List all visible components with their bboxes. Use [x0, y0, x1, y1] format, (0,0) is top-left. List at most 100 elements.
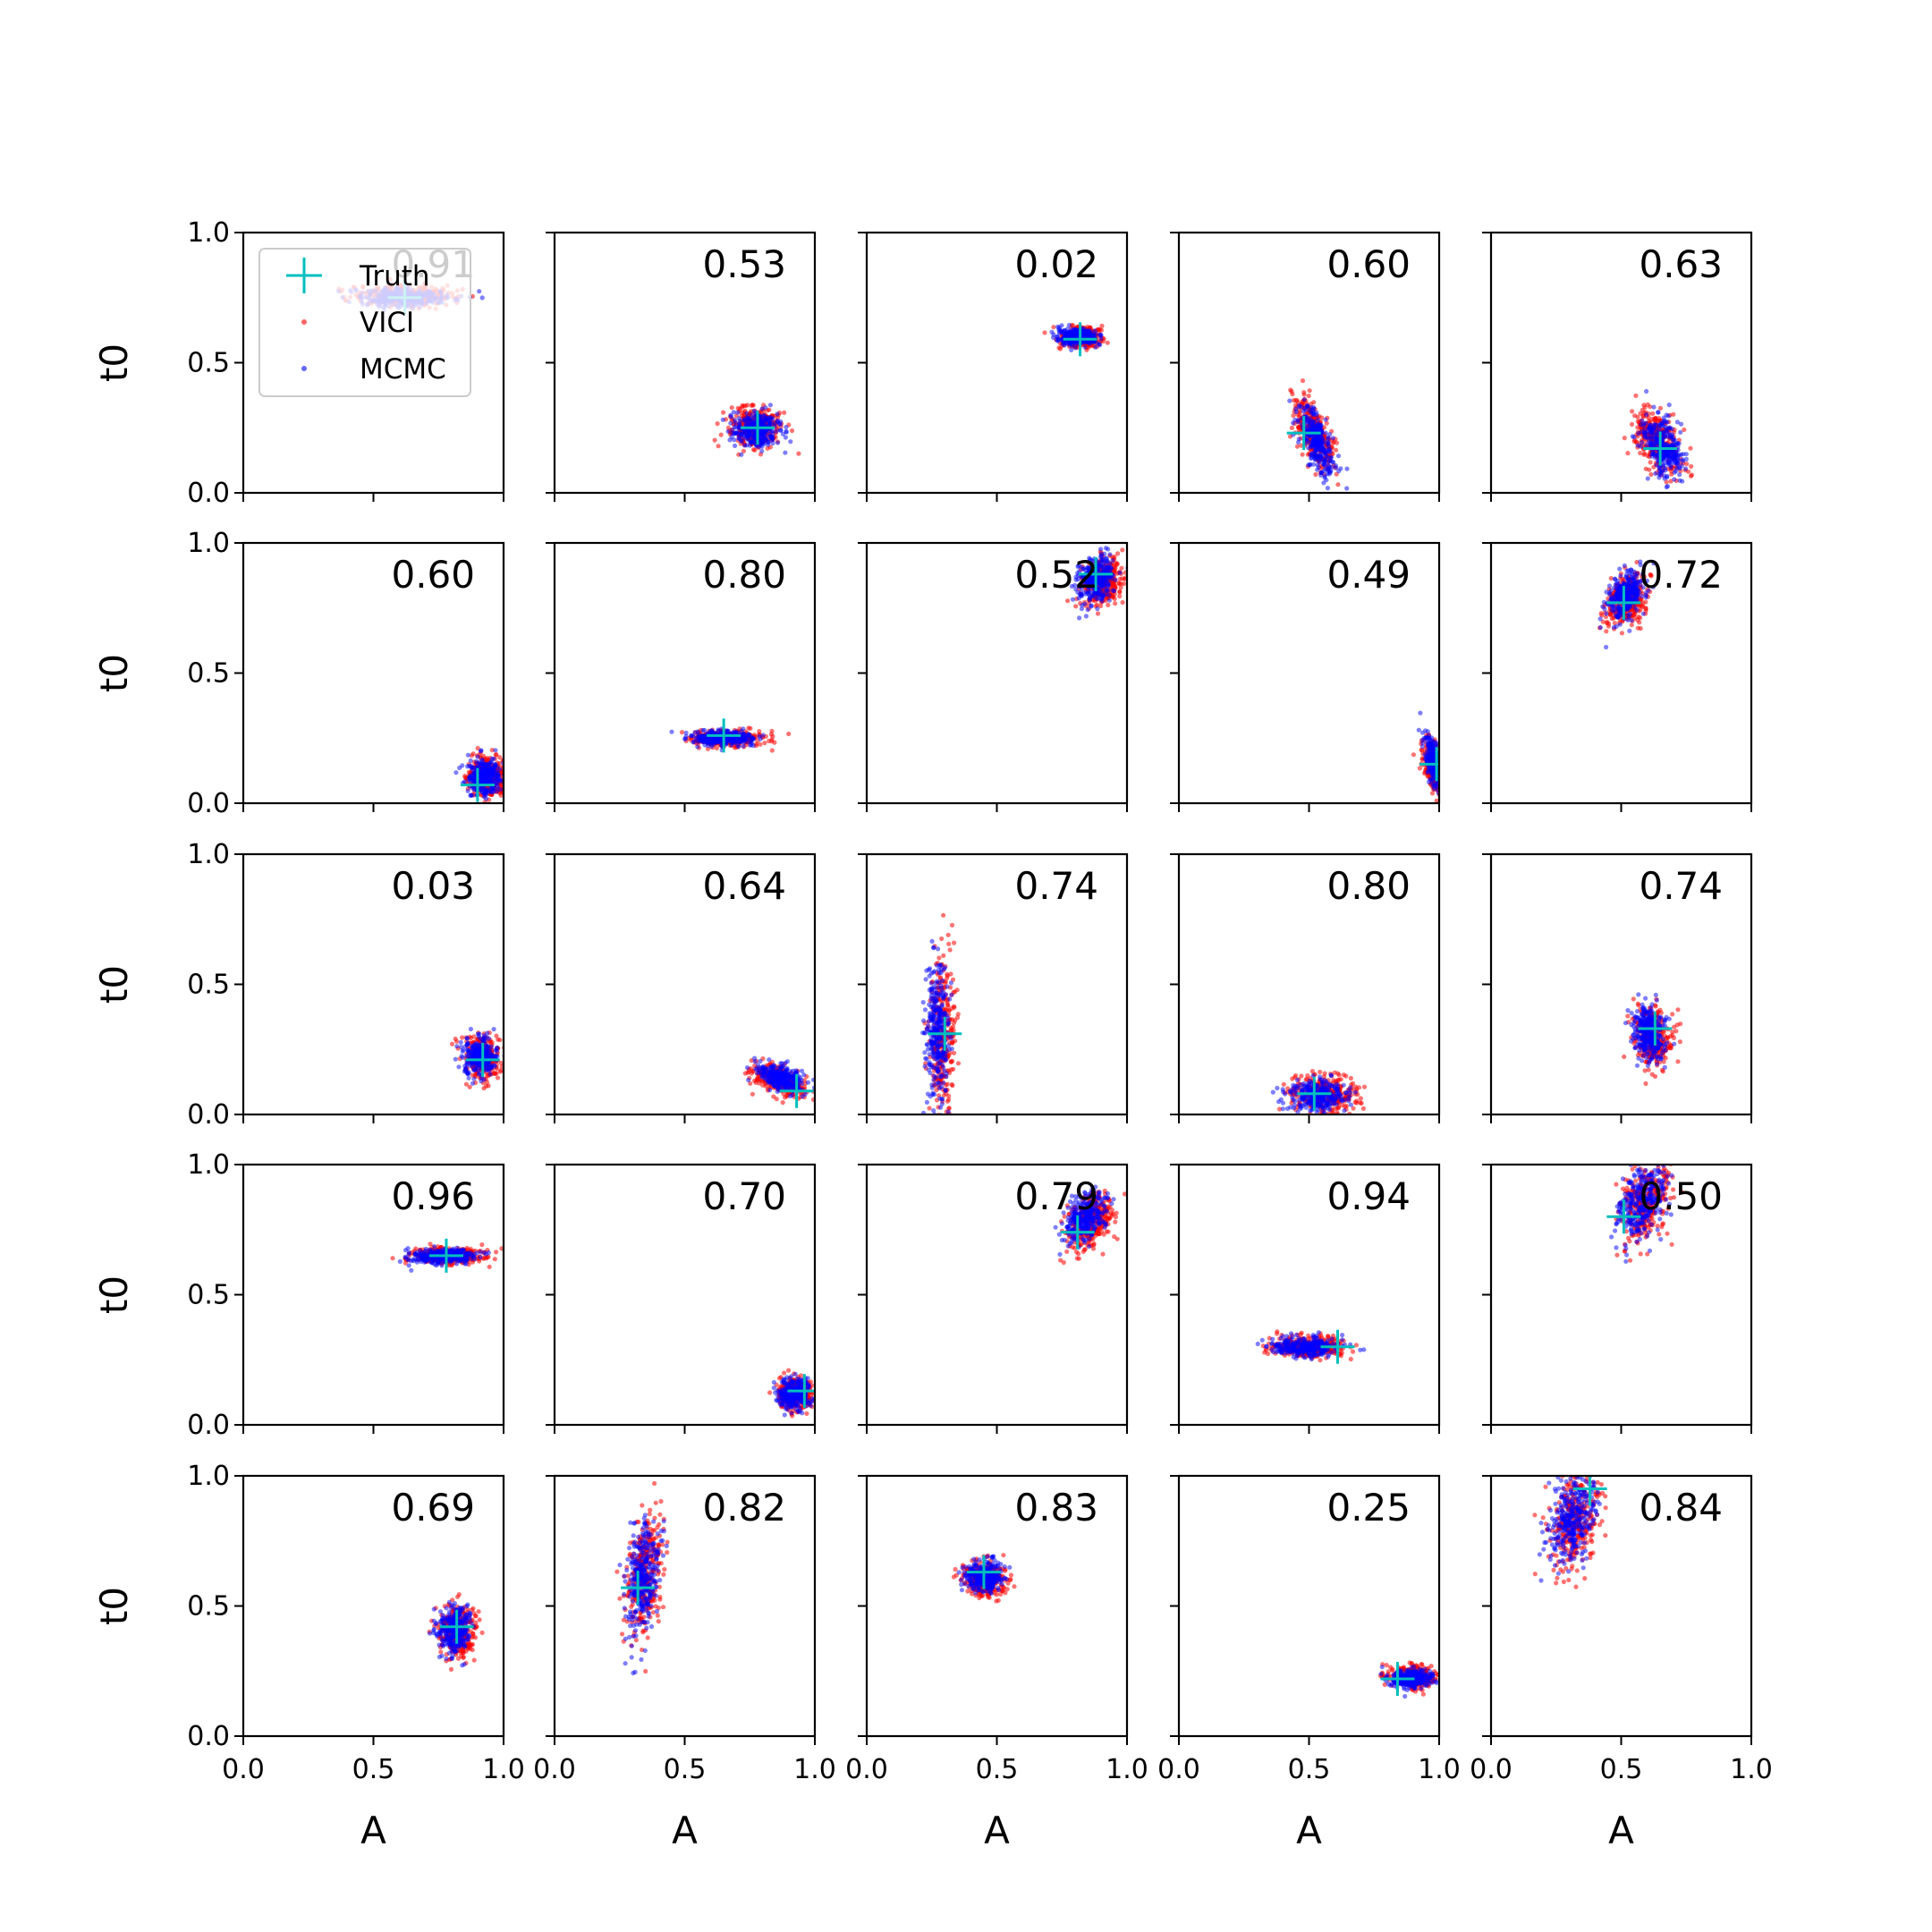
vici-point	[758, 741, 763, 747]
vici-point	[1635, 425, 1640, 430]
mcmc-point	[491, 788, 496, 793]
mcmc-point	[495, 784, 500, 789]
mcmc-point	[468, 758, 473, 764]
mcmc-point	[749, 412, 754, 418]
panel-3: 0.60	[1170, 231, 1441, 502]
mcmc-point	[769, 421, 775, 427]
vici-point	[796, 451, 801, 456]
vici-point	[1073, 604, 1079, 609]
mcmc-point	[1070, 326, 1075, 332]
mcmc-point	[470, 765, 476, 770]
vici-point	[1334, 440, 1340, 445]
vici-point	[746, 725, 751, 731]
vici-point	[1648, 471, 1654, 478]
mcmc-point	[1093, 344, 1098, 350]
mcmc-point	[1318, 450, 1323, 455]
panel-1-points	[712, 402, 801, 457]
mcmc-point	[1072, 331, 1078, 336]
mcmc-point	[1327, 458, 1333, 463]
mcmc-point	[744, 415, 750, 420]
mcmc-point	[1321, 480, 1326, 486]
vici-point	[1113, 601, 1118, 606]
panel-5: 0.600.00.51.0t0	[92, 528, 516, 819]
mcmc-point	[1309, 421, 1314, 427]
score-label: 0.63	[1639, 242, 1723, 286]
mcmc-point	[1323, 417, 1328, 422]
mcmc-point	[708, 743, 715, 750]
vici-point	[725, 425, 732, 430]
mcmc-point	[1331, 460, 1336, 465]
mcmc-point	[669, 729, 674, 734]
mcmc-point	[1083, 329, 1089, 335]
mcmc-point	[1317, 444, 1322, 449]
vici-point	[757, 729, 762, 734]
vici-point	[512, 761, 516, 766]
panel-1: 0.53	[546, 231, 817, 502]
vici-point	[1139, 572, 1143, 576]
mcmc-point	[1651, 404, 1657, 410]
vici-point	[475, 745, 480, 751]
score-label: 0.02	[1014, 242, 1098, 286]
vici-point	[1641, 452, 1647, 457]
y-tick-label: 0.5	[187, 658, 230, 690]
mcmc-point	[1678, 421, 1684, 427]
vici-point	[1306, 394, 1311, 399]
mcmc-point	[1295, 419, 1301, 425]
mcmc-point	[750, 440, 756, 445]
mcmc-point	[728, 420, 733, 426]
mcmc-point	[775, 440, 781, 445]
mcmc-point	[727, 437, 733, 443]
vici-point	[762, 741, 767, 746]
mcmc-point	[1330, 436, 1335, 441]
mcmc-point	[1316, 465, 1321, 470]
mcmc-point	[778, 428, 784, 433]
mcmc-point	[788, 439, 793, 445]
vici-point	[716, 444, 721, 449]
mcmc-point	[745, 428, 751, 434]
mcmc-point	[1644, 411, 1649, 418]
mcmc-point	[1329, 464, 1335, 470]
vici-point	[1300, 452, 1305, 457]
mcmc-point	[475, 754, 480, 759]
mcmc-point	[509, 769, 513, 774]
mcmc-point	[759, 406, 765, 411]
mcmc-point	[762, 441, 767, 446]
mcmc-point	[1063, 331, 1069, 336]
mcmc-point	[1665, 419, 1670, 425]
mcmc-point	[1321, 461, 1326, 466]
mcmc-point	[1299, 404, 1304, 410]
vici-point	[469, 753, 475, 758]
mcmc-point	[1325, 454, 1330, 460]
mcmc-point	[1642, 430, 1648, 436]
mcmc-point	[481, 761, 487, 767]
mcmc-point	[1296, 439, 1301, 445]
vici-point	[1335, 482, 1341, 487]
mcmc-point	[1657, 475, 1662, 480]
mcmc-point	[1651, 427, 1657, 432]
mcmc-point	[736, 424, 742, 430]
vici-point	[1042, 330, 1047, 335]
mcmc-point	[744, 411, 750, 416]
panel-3-points	[1286, 378, 1350, 493]
mcmc-point	[1677, 472, 1682, 478]
mcmc-point	[1326, 448, 1332, 454]
panel-2-points	[1042, 322, 1110, 357]
mcmc-point	[691, 739, 697, 744]
mcmc-point	[1678, 452, 1684, 457]
vici-point	[714, 745, 720, 751]
vici-point	[1114, 560, 1119, 565]
mcmc-point	[1081, 340, 1087, 345]
mcmc-point	[509, 773, 513, 777]
mcmc-point	[749, 741, 754, 748]
mcmc-point	[1665, 426, 1670, 431]
mcmc-point	[783, 435, 789, 440]
mcmc-point	[1069, 347, 1074, 352]
mcmc-point	[1311, 462, 1317, 467]
mcmc-point	[689, 733, 694, 739]
vici-point	[506, 779, 511, 784]
vici-point	[1105, 340, 1110, 345]
vici-point	[1655, 419, 1660, 424]
vici-point	[729, 405, 734, 411]
mcmc-point	[725, 428, 731, 434]
